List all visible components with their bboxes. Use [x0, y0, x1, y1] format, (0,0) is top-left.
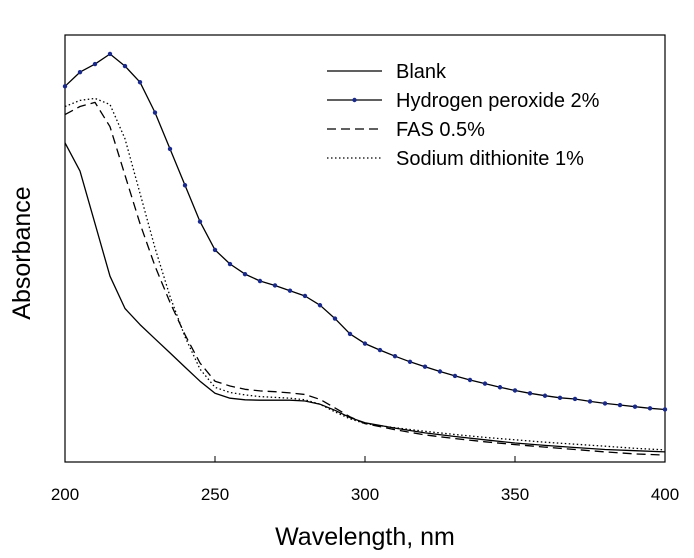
x-tick-label: 250: [201, 485, 229, 504]
data-point: [212, 247, 218, 253]
series-line-sodium-dithionite-1: [64, 97, 666, 451]
data-point: [227, 261, 233, 267]
x-tick-label: 200: [51, 485, 79, 504]
data-point: [572, 396, 578, 402]
data-point: [167, 146, 173, 152]
legend-label-fas-0-5: FAS 0.5%: [396, 119, 485, 141]
data-point: [182, 183, 188, 188]
legend-label-hydrogen-peroxide-2: Hydrogen peroxide 2%: [396, 90, 600, 112]
x-tick-label: 350: [501, 485, 529, 504]
data-point: [407, 359, 413, 365]
data-point: [377, 347, 383, 353]
data-point: [302, 293, 308, 299]
data-point: [527, 391, 533, 396]
data-point: [257, 278, 263, 284]
data-point: [287, 288, 293, 293]
data-point: [242, 271, 248, 277]
x-axis: 200 250 300 350 400: [51, 456, 679, 504]
data-point: [557, 395, 563, 400]
data-point: [587, 399, 593, 404]
series-line-fas-0-5: [64, 101, 666, 456]
data-point: [482, 381, 488, 386]
data-point: [632, 404, 638, 409]
legend: Blank Hydrogen peroxide 2% FAS 0.5% Sodium …: [327, 61, 600, 170]
data-point: [317, 303, 323, 308]
x-tick-label: 400: [651, 485, 679, 504]
data-point: [512, 388, 518, 393]
data-point: [647, 406, 653, 411]
series-layer: [62, 51, 668, 456]
y-axis-label: Absorbance: [8, 186, 36, 319]
data-point: [617, 402, 623, 408]
series-line-blank: [64, 142, 666, 453]
data-point: [92, 61, 98, 67]
data-point: [77, 69, 83, 75]
legend-label-blank: Blank: [396, 61, 447, 83]
data-point: [137, 80, 143, 85]
x-tick-label: 300: [351, 485, 379, 504]
data-point: [392, 353, 398, 359]
data-point: [497, 385, 503, 390]
data-point: [122, 63, 128, 69]
data-point: [467, 377, 473, 383]
data-point: [107, 51, 113, 57]
data-point: [602, 401, 608, 406]
data-point: [362, 341, 368, 346]
data-point: [662, 407, 668, 412]
data-point: [437, 369, 443, 374]
data-point: [422, 364, 428, 369]
data-point: [542, 393, 548, 398]
data-point: [152, 110, 158, 115]
data-point: [62, 84, 68, 89]
x-axis-label: Wavelength, nm: [275, 523, 455, 551]
legend-marker: [352, 97, 357, 103]
data-point: [347, 331, 353, 337]
data-point: [332, 316, 338, 321]
data-point: [197, 219, 203, 224]
legend-label-sodium-dithionite-1: Sodium dithionite 1%: [396, 148, 584, 170]
data-point: [272, 283, 278, 288]
data-point: [452, 373, 458, 379]
